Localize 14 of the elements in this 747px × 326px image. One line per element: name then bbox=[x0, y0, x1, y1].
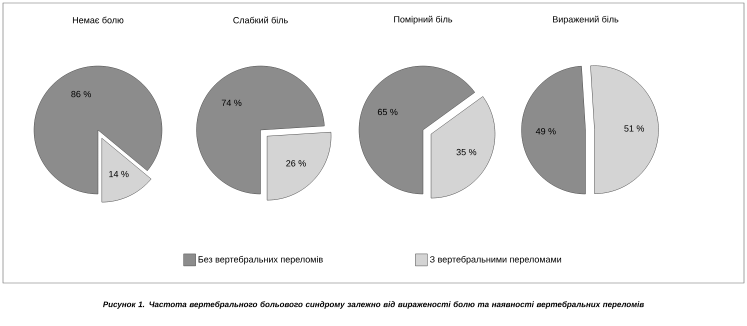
data-label: 49 % bbox=[536, 128, 556, 134]
chart-title: Виражений біль bbox=[553, 16, 618, 24]
data-label: 51 % bbox=[624, 125, 644, 132]
chart-title: Немає болю bbox=[72, 16, 124, 24]
chart-title: Помірний біль bbox=[394, 16, 452, 24]
data-label: 74 % bbox=[222, 100, 242, 106]
data-label: 86 % bbox=[71, 90, 92, 98]
chart-title: Слабкий біль bbox=[233, 16, 288, 24]
legend-label: З вертебральними переломами bbox=[430, 256, 562, 264]
data-label: 14 % bbox=[109, 170, 129, 178]
legend-label: Без вертебральних переломів bbox=[198, 256, 323, 264]
data-label: 26 % bbox=[286, 160, 306, 166]
data-label: 35 % bbox=[456, 148, 476, 156]
data-label: 65 % bbox=[378, 108, 398, 116]
